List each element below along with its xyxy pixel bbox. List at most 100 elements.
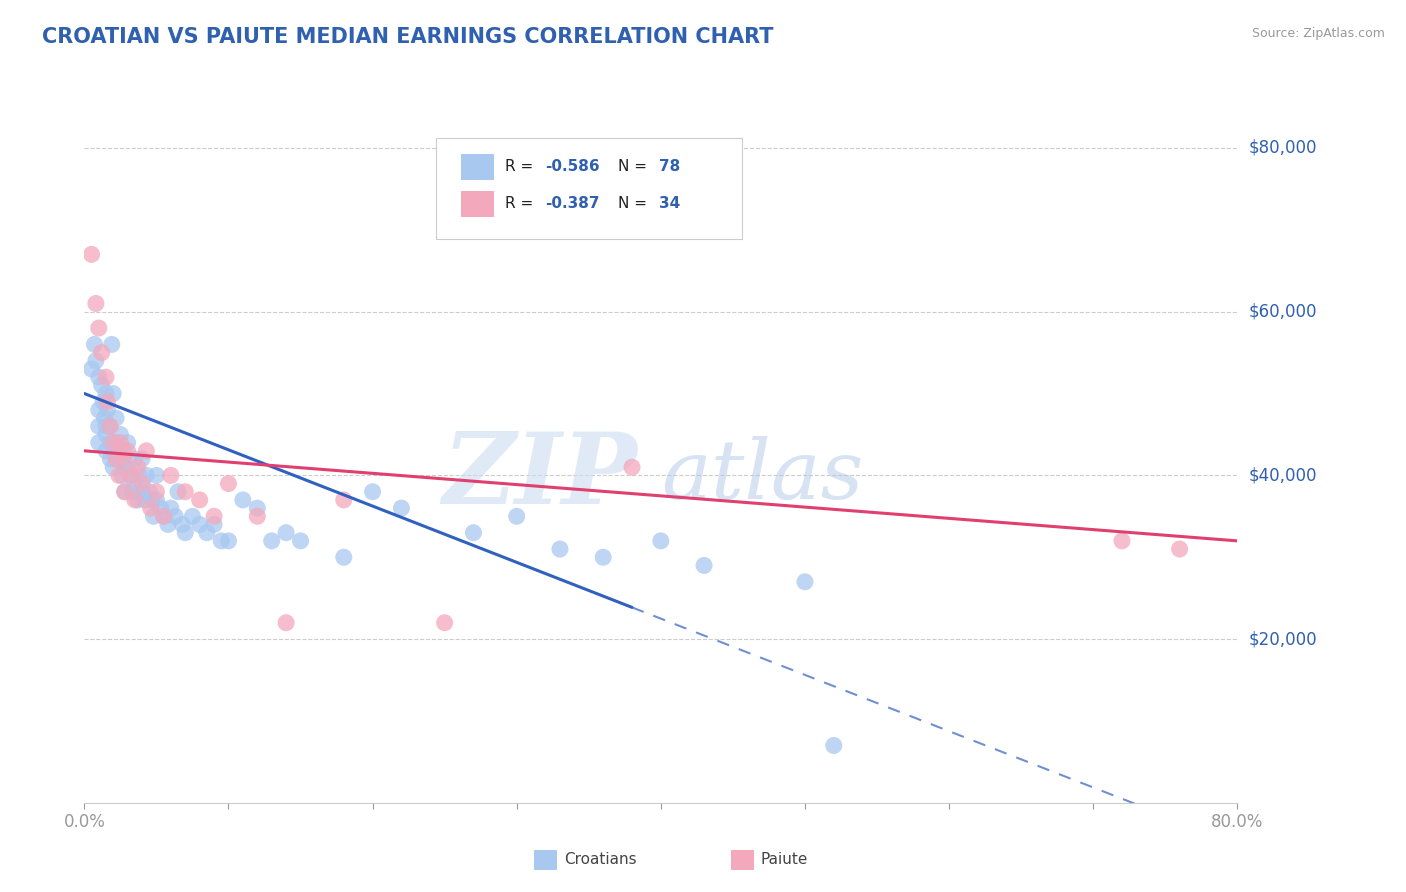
Point bbox=[139, 501, 162, 516]
Point bbox=[112, 443, 135, 458]
Point bbox=[167, 484, 190, 499]
Point bbox=[650, 533, 672, 548]
Point bbox=[100, 337, 122, 351]
Point bbox=[1168, 542, 1191, 557]
Point bbox=[209, 533, 232, 548]
Point bbox=[114, 484, 136, 499]
Text: R =: R = bbox=[505, 196, 538, 211]
Point bbox=[160, 468, 183, 483]
Point bbox=[131, 452, 153, 467]
Point bbox=[96, 394, 118, 409]
Point bbox=[105, 411, 128, 425]
Point bbox=[94, 419, 117, 434]
Point bbox=[793, 574, 815, 589]
Point bbox=[1111, 533, 1133, 548]
Point bbox=[188, 517, 211, 532]
Point bbox=[131, 484, 153, 499]
Point bbox=[107, 452, 129, 467]
Point bbox=[84, 353, 107, 368]
Point bbox=[103, 435, 124, 450]
Point bbox=[94, 443, 117, 458]
Point bbox=[121, 484, 143, 499]
Point bbox=[110, 427, 132, 442]
Point bbox=[108, 468, 131, 483]
Point bbox=[433, 615, 456, 630]
Point bbox=[114, 484, 136, 499]
Point bbox=[98, 452, 121, 467]
Point bbox=[174, 525, 197, 540]
Point bbox=[592, 550, 614, 565]
Point bbox=[90, 345, 112, 359]
Point bbox=[105, 435, 128, 450]
Text: $20,000: $20,000 bbox=[1249, 630, 1317, 648]
Point bbox=[290, 533, 312, 548]
Point bbox=[91, 394, 114, 409]
Point bbox=[103, 460, 124, 475]
Point bbox=[117, 443, 139, 458]
Point bbox=[145, 468, 167, 483]
Point bbox=[134, 492, 156, 507]
FancyBboxPatch shape bbox=[436, 138, 741, 239]
Point bbox=[98, 419, 121, 434]
Point bbox=[145, 492, 167, 507]
Point bbox=[110, 435, 132, 450]
Point bbox=[165, 509, 187, 524]
Point bbox=[195, 525, 218, 540]
Point bbox=[274, 525, 298, 540]
Point bbox=[202, 509, 225, 524]
Point bbox=[105, 452, 128, 467]
Point bbox=[124, 476, 146, 491]
Point bbox=[135, 443, 157, 458]
Point bbox=[172, 517, 194, 532]
Point bbox=[160, 501, 183, 516]
Point bbox=[202, 517, 225, 532]
Point bbox=[141, 492, 163, 507]
Point bbox=[135, 468, 157, 483]
Point bbox=[217, 476, 239, 491]
Text: ZIP: ZIP bbox=[443, 427, 638, 524]
Point bbox=[174, 484, 197, 499]
Text: N =: N = bbox=[619, 196, 652, 211]
Text: 34: 34 bbox=[658, 196, 679, 211]
Point bbox=[823, 739, 845, 753]
Point bbox=[94, 386, 117, 401]
Point bbox=[117, 435, 139, 450]
Point bbox=[94, 427, 117, 442]
Point bbox=[506, 509, 529, 524]
Point bbox=[87, 370, 110, 384]
Text: $40,000: $40,000 bbox=[1249, 467, 1317, 484]
Text: N =: N = bbox=[619, 160, 652, 174]
Point bbox=[120, 468, 142, 483]
Point bbox=[96, 403, 118, 417]
Point bbox=[111, 468, 134, 483]
Point bbox=[117, 460, 139, 475]
Point bbox=[128, 468, 150, 483]
Text: $80,000: $80,000 bbox=[1249, 139, 1317, 157]
Point bbox=[145, 484, 167, 499]
Point bbox=[246, 509, 269, 524]
Point bbox=[181, 509, 204, 524]
Bar bbox=[461, 153, 494, 180]
Point bbox=[87, 321, 110, 335]
Point bbox=[127, 492, 149, 507]
Point bbox=[548, 542, 571, 557]
Point bbox=[188, 492, 211, 507]
Point bbox=[152, 509, 174, 524]
Point bbox=[97, 419, 120, 434]
Text: 78: 78 bbox=[658, 160, 679, 174]
Point bbox=[246, 501, 269, 516]
Text: R =: R = bbox=[505, 160, 538, 174]
Point bbox=[693, 558, 716, 573]
Point bbox=[127, 460, 149, 475]
Point bbox=[87, 435, 110, 450]
Point bbox=[84, 296, 107, 310]
Point bbox=[138, 484, 160, 499]
Point bbox=[98, 435, 121, 450]
Bar bbox=[461, 191, 494, 217]
Point bbox=[332, 492, 354, 507]
Text: -0.586: -0.586 bbox=[546, 160, 600, 174]
Point bbox=[120, 468, 142, 483]
Point bbox=[149, 501, 172, 516]
Text: CROATIAN VS PAIUTE MEDIAN EARNINGS CORRELATION CHART: CROATIAN VS PAIUTE MEDIAN EARNINGS CORRE… bbox=[42, 27, 773, 46]
Text: Croatians: Croatians bbox=[564, 853, 637, 867]
